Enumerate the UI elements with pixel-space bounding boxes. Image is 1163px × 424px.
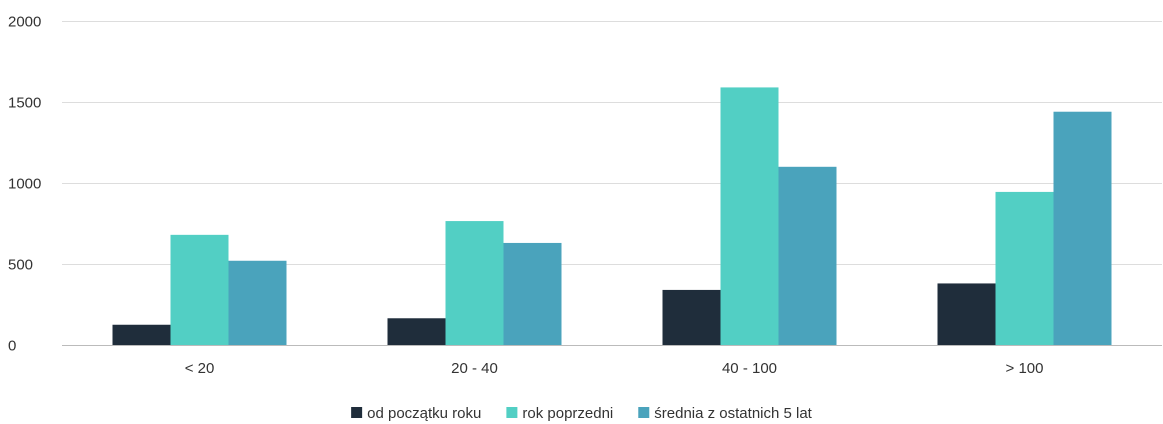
x-tick-label: > 100 <box>1006 360 1044 377</box>
legend-swatch-2 <box>638 407 650 418</box>
y-axis-tick-labels: 0 500 1000 1500 2000 <box>8 14 41 355</box>
bar-series1-cat0 <box>170 234 229 345</box>
bar-series1-cat1 <box>445 221 504 345</box>
y-tick-label: 500 <box>8 257 33 274</box>
bar-series0-cat0 <box>112 324 171 345</box>
x-tick-label: 40 - 100 <box>722 360 777 377</box>
y-tick-label: 1000 <box>8 176 41 193</box>
x-tick-label: 20 - 40 <box>451 360 498 377</box>
bars <box>112 87 1112 346</box>
bar-series1-cat2 <box>720 87 779 346</box>
legend-label: od początku roku <box>367 405 481 422</box>
legend-label: rok poprzedni <box>522 405 613 422</box>
y-tick-label: 0 <box>8 338 16 355</box>
legend-swatch-1 <box>506 407 518 418</box>
legend-swatch-0 <box>351 407 363 418</box>
bar-series2-cat3 <box>1053 111 1112 345</box>
legend-label: średnia z ostatnich 5 lat <box>654 405 812 422</box>
bar-series1-cat3 <box>995 191 1054 345</box>
bar-series2-cat1 <box>503 242 562 345</box>
bar-series0-cat2 <box>662 289 721 345</box>
bar-series2-cat2 <box>778 166 837 345</box>
y-tick-label: 1500 <box>8 95 41 112</box>
bar-series0-cat3 <box>937 283 996 345</box>
y-tick-label: 2000 <box>8 14 41 31</box>
bar-series2-cat0 <box>228 260 287 345</box>
bar-series0-cat1 <box>387 318 446 345</box>
x-axis-tick-labels: < 20 20 - 40 40 - 100 > 100 <box>185 360 1044 377</box>
x-tick-label: < 20 <box>185 360 215 377</box>
legend: od początku roku rok poprzedni średnia z o… <box>351 405 813 422</box>
